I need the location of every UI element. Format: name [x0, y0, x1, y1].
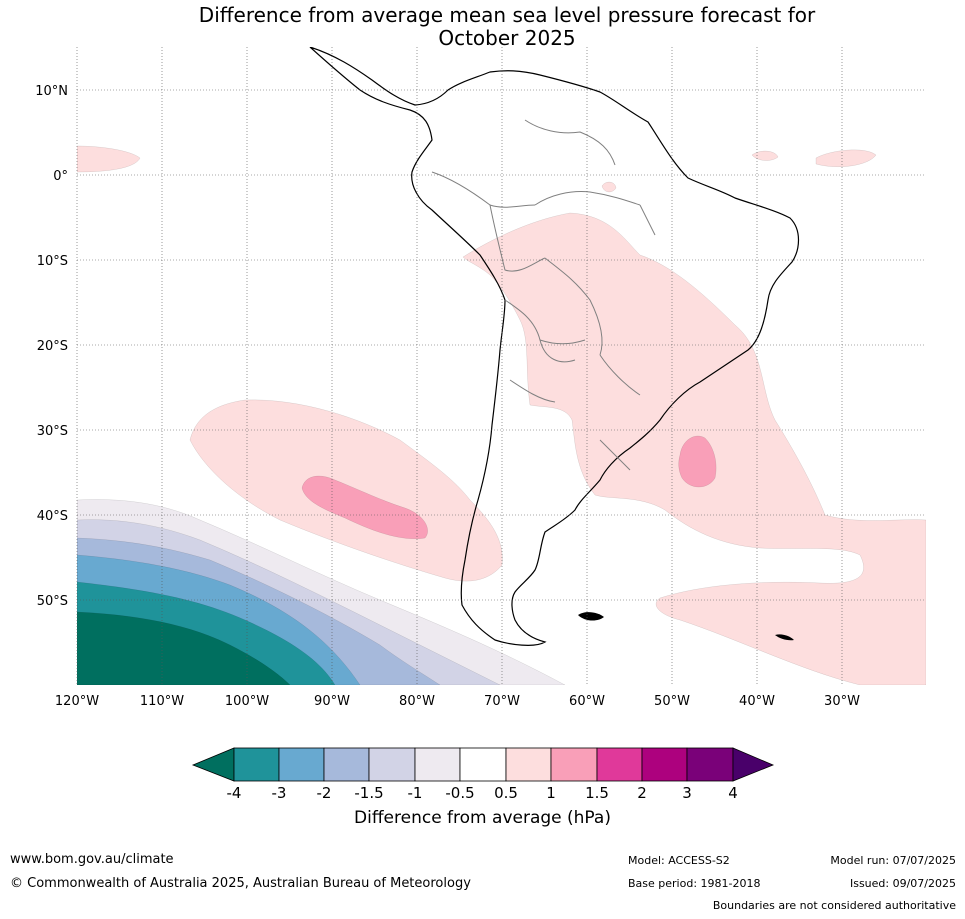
longitude-labels: 120°W 110°W 100°W 90°W 80°W 70°W 60°W 50…	[55, 694, 860, 709]
colorbar-swatch	[550, 747, 598, 782]
colorbar-tick: 3	[682, 784, 692, 802]
lat-label: 20°S	[37, 339, 68, 354]
colorbar	[191, 747, 775, 782]
colorbar-tick: 4	[728, 784, 738, 802]
map-panel	[77, 47, 926, 685]
lon-label: 60°W	[569, 694, 605, 709]
latitude-labels: 10°N 0° 10°S 20°S 30°S 40°S 50°S	[35, 84, 68, 609]
lon-label: 40°W	[739, 694, 775, 709]
colorbar-tick: -0.5	[445, 784, 474, 802]
map-title: Difference from average mean sea level p…	[0, 4, 965, 50]
colorbar-swatch-gt4	[732, 747, 775, 782]
colorbar-tick: 1.5	[585, 784, 609, 802]
lon-label: 30°W	[824, 694, 860, 709]
country-borders	[431, 119, 656, 471]
colorbar-swatch	[686, 747, 734, 782]
stronger-positive-anomaly	[301, 435, 717, 539]
colorbar-tick: -3	[272, 784, 287, 802]
falkland-islands	[578, 612, 604, 621]
lon-label: 100°W	[225, 694, 269, 709]
colorbar-swatch	[233, 747, 280, 782]
model-name: Model: ACCESS-S2	[628, 854, 730, 867]
colorbar-tick: -2	[317, 784, 332, 802]
copyright-text: © Commonwealth of Australia 2025, Austra…	[10, 876, 471, 891]
colorbar-swatch	[368, 747, 416, 782]
negative-anomaly-bands	[77, 499, 566, 685]
base-period: Base period: 1981-2018	[628, 877, 761, 890]
colorbar-swatch	[641, 747, 688, 782]
colorbar-tick: 2	[637, 784, 647, 802]
colorbar-label: Difference from average (hPa)	[354, 808, 611, 828]
lon-label: 90°W	[314, 694, 350, 709]
lon-label: 80°W	[399, 694, 435, 709]
colorbar-swatch	[459, 747, 507, 782]
lat-label: 50°S	[37, 594, 68, 609]
colorbar-swatch-lt-neg4	[191, 747, 235, 782]
map-title-line-2: October 2025	[438, 26, 576, 50]
colorbar-tick: -1.5	[354, 784, 383, 802]
model-run-date: Model run: 07/07/2025	[830, 854, 956, 867]
boundaries-disclaimer: Boundaries are not considered authoritat…	[712, 899, 956, 912]
lon-label: 120°W	[55, 694, 99, 709]
lon-label: 50°W	[654, 694, 690, 709]
lat-label: 0°	[53, 169, 68, 184]
lat-label: 10°N	[35, 84, 68, 99]
issued-date: Issued: 09/07/2025	[849, 877, 956, 890]
colorbar-swatch	[596, 747, 643, 782]
lon-label: 70°W	[484, 694, 520, 709]
colorbar-tick-labels: -4 -3 -2 -1.5 -1 -0.5 0.5 1 1.5 2 3 4	[227, 784, 738, 802]
lat-label: 40°S	[37, 509, 68, 524]
colorbar-swatch	[505, 747, 552, 782]
colorbar-tick: -4	[227, 784, 242, 802]
lat-label: 30°S	[37, 424, 68, 439]
south-georgia	[775, 634, 794, 641]
colorbar-tick: 1	[546, 784, 556, 802]
colorbar-swatch	[278, 747, 325, 782]
lon-label: 110°W	[140, 694, 184, 709]
map-gridlines	[76, 47, 926, 685]
colorbar-swatch	[323, 747, 370, 782]
colorbar-swatch	[414, 747, 461, 782]
lat-label: 10°S	[37, 254, 68, 269]
website-link[interactable]: www.bom.gov.au/climate	[10, 852, 174, 867]
colorbar-tick: -1	[408, 784, 423, 802]
map-title-line-1: Difference from average mean sea level p…	[198, 3, 816, 27]
colorbar-tick: 0.5	[494, 784, 518, 802]
south-america-coastline	[309, 47, 800, 646]
